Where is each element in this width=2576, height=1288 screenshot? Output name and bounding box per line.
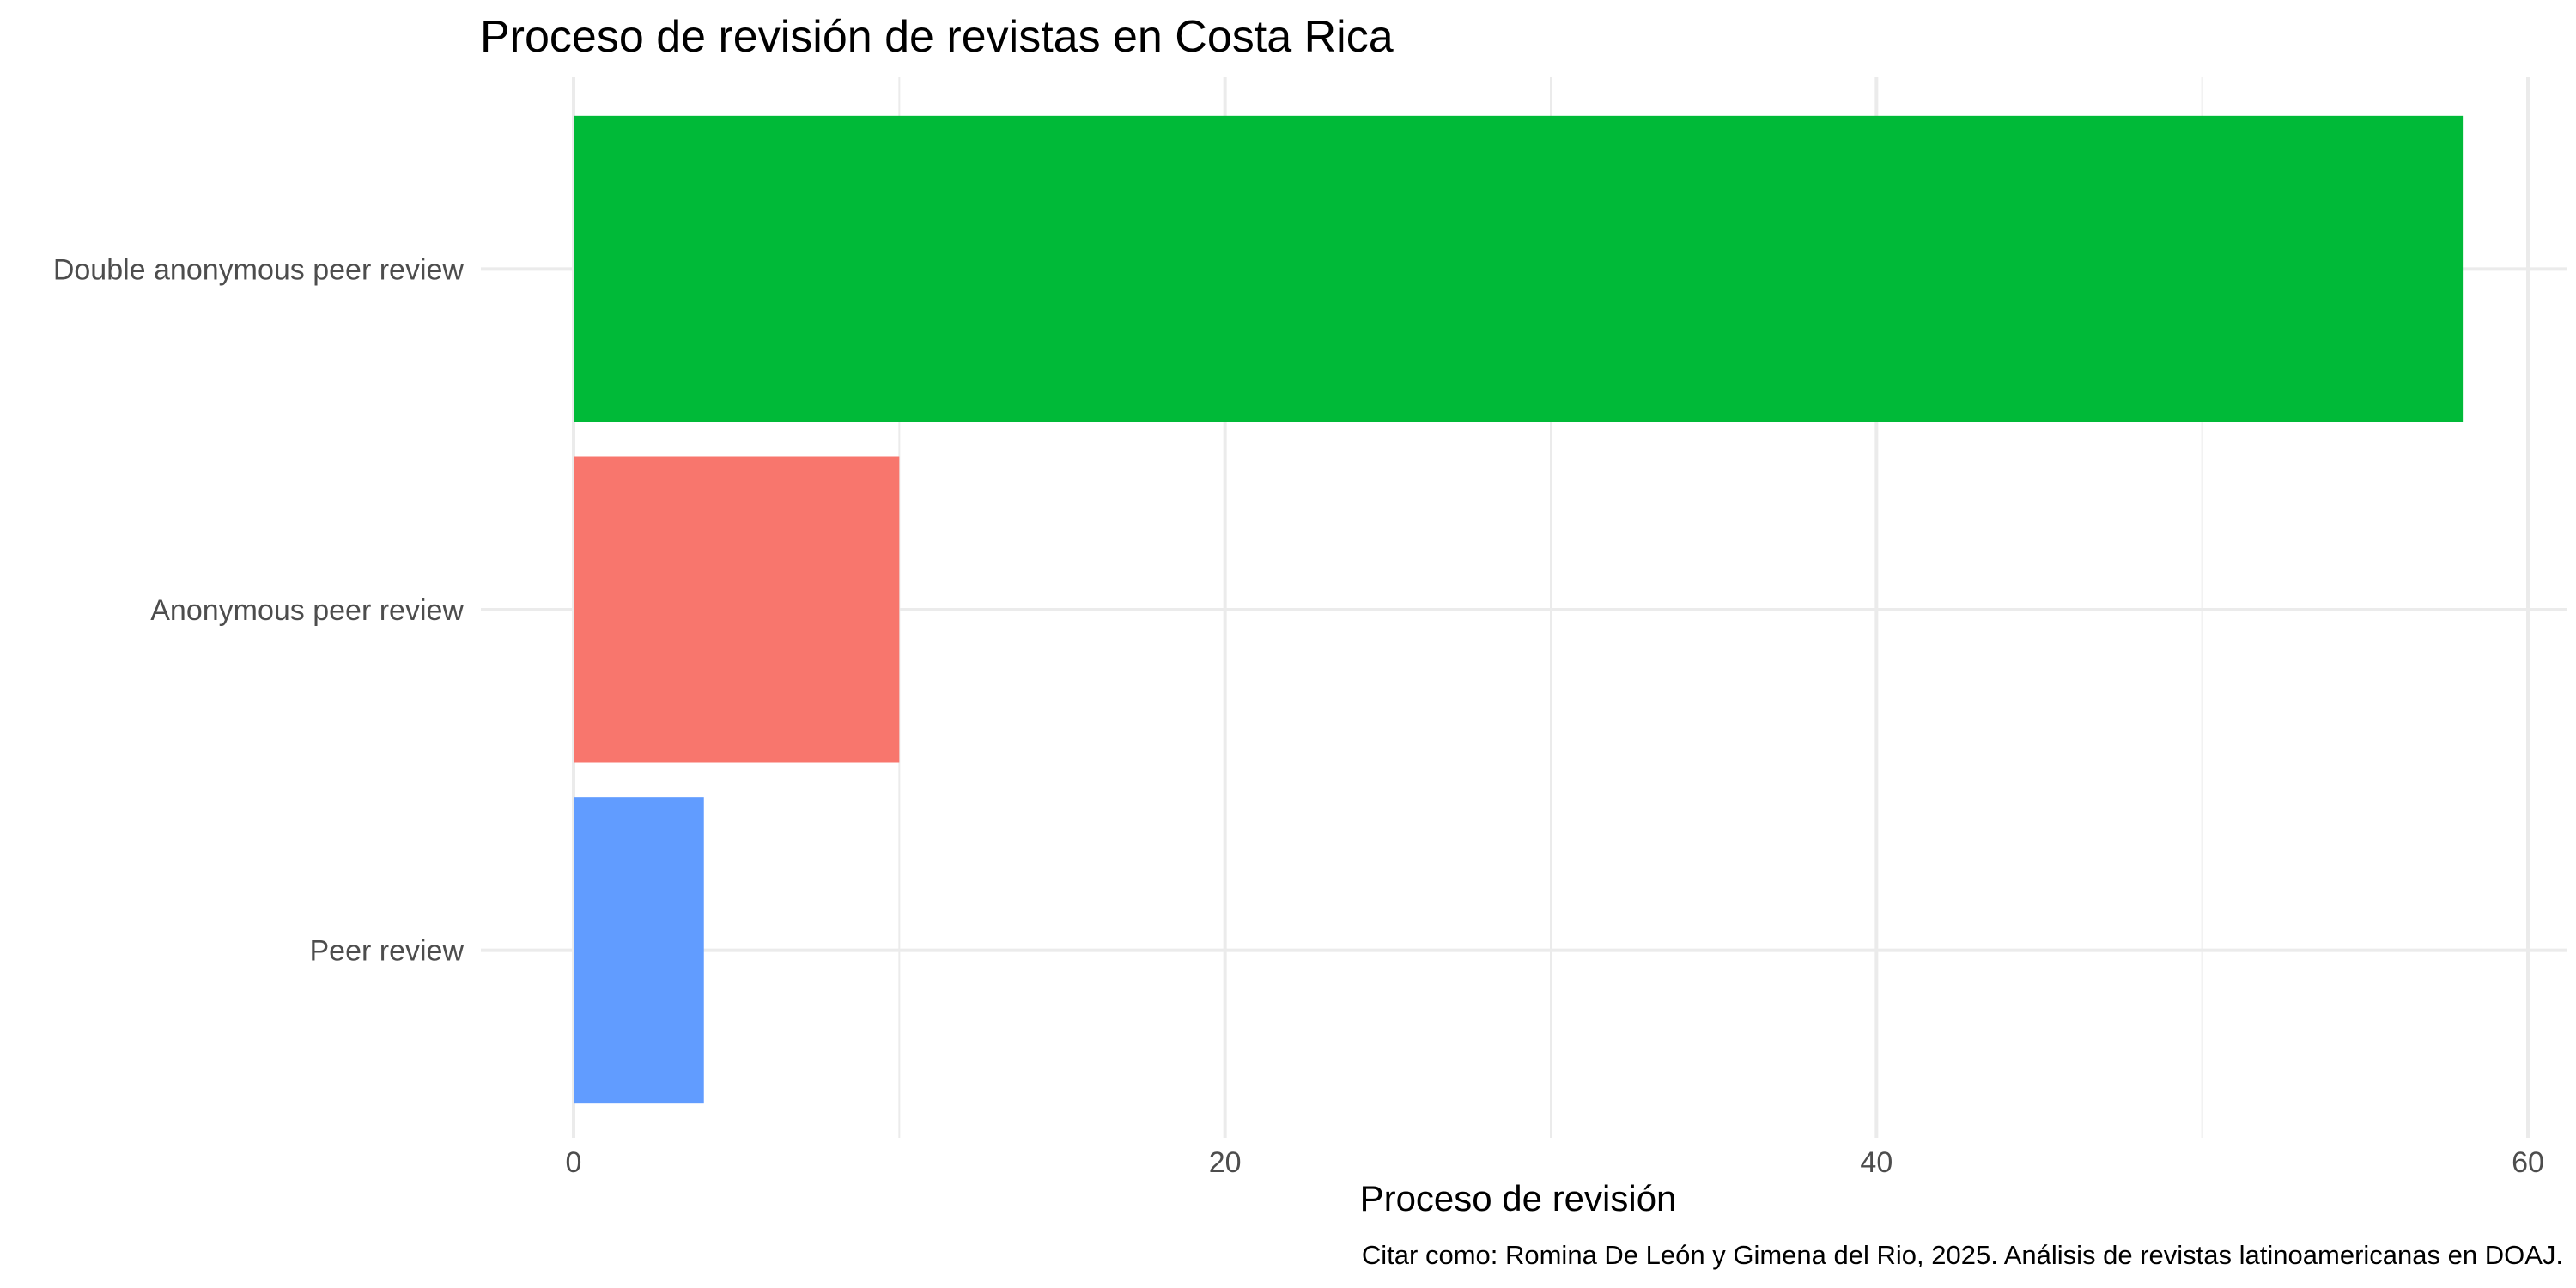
x-axis-tick-labels: 0 20 40 60	[566, 1146, 2544, 1179]
y-axis-tick-labels: Double anonymous peer review Anonymous pe…	[53, 253, 465, 967]
y-tick-label: Anonymous peer review	[150, 594, 464, 627]
y-tick-label: Double anonymous peer review	[53, 253, 465, 286]
x-tick-label: 0	[566, 1146, 582, 1179]
bar	[574, 115, 2464, 422]
x-tick-label: 40	[1860, 1146, 1893, 1179]
chart-caption: Citar como: Romina De León y Gimena del …	[1362, 1240, 2563, 1270]
x-tick-label: 60	[2512, 1146, 2544, 1179]
x-tick-label: 20	[1209, 1146, 1242, 1179]
bar	[574, 456, 900, 763]
bar	[574, 797, 704, 1104]
y-tick-label: Peer review	[309, 935, 464, 968]
x-axis-title: Proceso de revisión	[1360, 1178, 1677, 1218]
bars	[574, 115, 2464, 1104]
chart-title: Proceso de revisión de revistas en Costa…	[480, 12, 1394, 62]
